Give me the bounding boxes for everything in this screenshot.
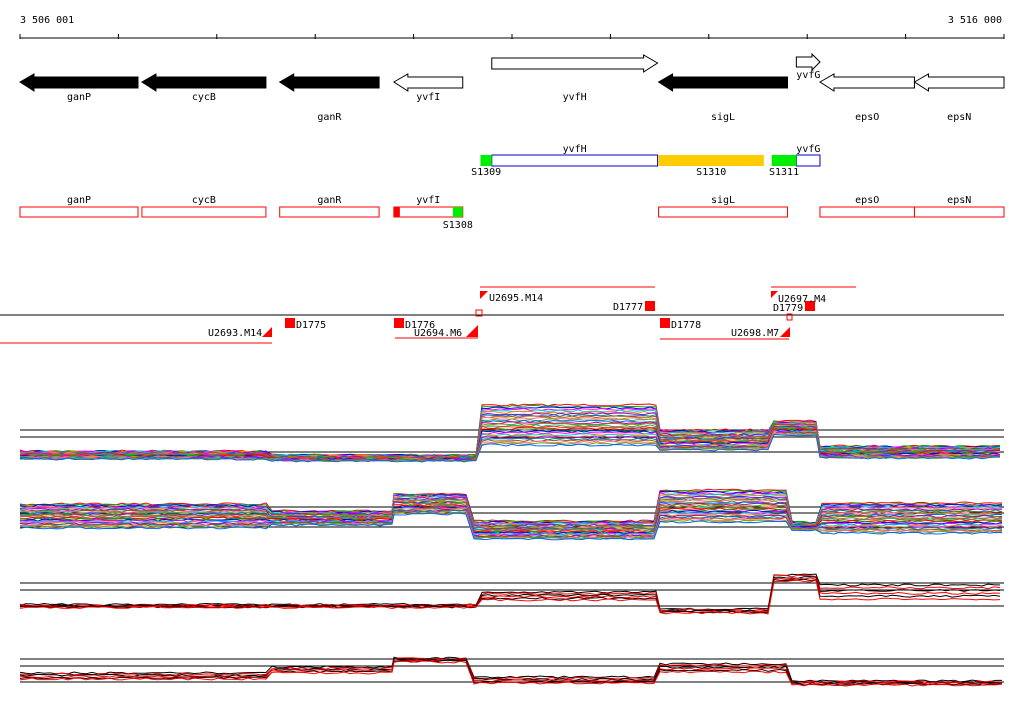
expression-trace [19,502,1003,532]
gene-epsN [913,73,1005,92]
gene-cycB [140,73,267,92]
gene-track: ganP cycB ganR yvfI yvfH sigL yvfG epsO epsN [19,52,1005,123]
segment-feature-S1311 [771,155,797,166]
expression-trace [19,509,1003,538]
gene-label: ganR [317,112,342,123]
expression-trace [19,660,1003,687]
segment-track: yvfH yvfG S1309 S1310 S1311 [471,144,821,178]
gene-label: sigL [711,112,735,123]
ruler-start-label: 3 506 001 [20,15,74,26]
expression-trace [19,576,1001,613]
expression-trace [19,498,1003,528]
transcript-label: U2694.M6 [414,328,462,339]
ruler: 3 506 001 3 516 000 [19,15,1005,39]
annotation-track: ganP cycB ganR yvfI sigL epsO epsN S1308 [19,195,1005,231]
expression-trace [19,505,1003,535]
expression-trace [20,492,1003,525]
expression-trace [19,507,1003,536]
annotation-start-mark [393,207,400,217]
annotation-label: ganP [67,195,91,206]
transcript-label: U2697.M4 [778,294,826,305]
expression-trace [19,488,1003,524]
expression-panel-forward [19,403,1004,463]
expression-trace [19,512,1003,541]
annotation-box-ganP [19,206,139,218]
gene-yvfH [491,54,659,73]
annotation-box-ganR [279,206,380,218]
segment-label: yvfG [796,144,820,155]
segment-label: yvfH [563,144,587,155]
expression-panel-condition-2 [19,656,1004,687]
expression-trace [20,500,1003,530]
annotation-feature-label: S1308 [443,220,473,231]
annotation-box-sigL [658,206,788,218]
transcript-label: D1777 [613,302,643,313]
gene-yvfI [392,73,464,92]
gene-label: epsN [947,112,971,123]
d1775-marker [285,318,295,328]
transcript-label: U2698.M7 [731,328,779,339]
expression-trace [19,658,1003,685]
expression-trace [19,494,1002,526]
segment-box-yvfG [795,154,821,167]
gene-label: epsO [855,112,879,123]
annotation-feature-S1308 [452,207,463,217]
annotation-label: sigL [711,195,735,206]
expression-trace [19,505,1003,534]
transcript-label: D1778 [671,320,701,331]
gene-epsO [819,73,915,92]
transcript-label: U2693.M14 [208,328,262,339]
expression-trace [19,579,1001,615]
annotation-label: cycB [192,195,216,206]
expression-trace [19,429,1001,461]
gene-label: cycB [192,92,216,103]
transcript-label: D1779 [773,303,803,314]
gene-ganP [19,73,139,92]
segment-feature-label: S1309 [471,167,501,178]
ruler-end-label: 3 516 000 [948,15,1002,26]
expression-trace [19,434,1001,463]
segment-box-yvfH [491,154,659,167]
expression-panel-reverse [19,488,1004,541]
expression-trace [19,658,1003,685]
annotation-label: ganR [317,195,342,206]
expression-trace [19,508,1003,538]
annotation-box-yvfI [393,206,464,218]
annotation-label: epsN [947,195,971,206]
expression-trace [19,578,1001,614]
segment-feature-S1309 [480,155,492,166]
d1776-marker [394,318,404,328]
gene-label: yvfH [563,92,587,103]
expression-trace [19,574,1001,612]
d1777-marker [645,301,655,311]
transcript-label: D1775 [296,320,326,331]
expression-panel-condition-1 [19,573,1004,615]
segment-feature-label: S1311 [769,167,799,178]
gene-yvfG [795,52,821,72]
gene-sigL [657,73,788,92]
expression-trace [19,496,1003,528]
gene-label: yvfG [796,70,820,81]
transcript-label: U2695.M14 [489,293,543,304]
gene-ganR [278,73,380,92]
annotation-box-epsN [913,206,1005,218]
annotation-box-epsO [819,206,915,218]
expression-trace [19,493,1003,526]
gene-label: ganP [67,92,91,103]
d1778-marker [660,318,670,328]
segment-feature-label: S1310 [696,167,726,178]
annotation-label: epsO [855,195,879,206]
expression-trace [19,657,1003,684]
expression-trace [19,418,1001,459]
segment-feature-S1310 [658,155,764,166]
d1779-marker [805,301,815,311]
gene-label: yvfI [416,92,440,103]
annotation-label: yvfI [416,195,440,206]
expression-trace [19,656,1002,683]
annotation-box-cycB [141,206,267,218]
transcript-label: D1776 [405,320,435,331]
expression-trace [19,573,1001,611]
transcript-track: U2693.M14 D1775 D1776 U2695.M14 U2694.M6… [0,286,1004,344]
